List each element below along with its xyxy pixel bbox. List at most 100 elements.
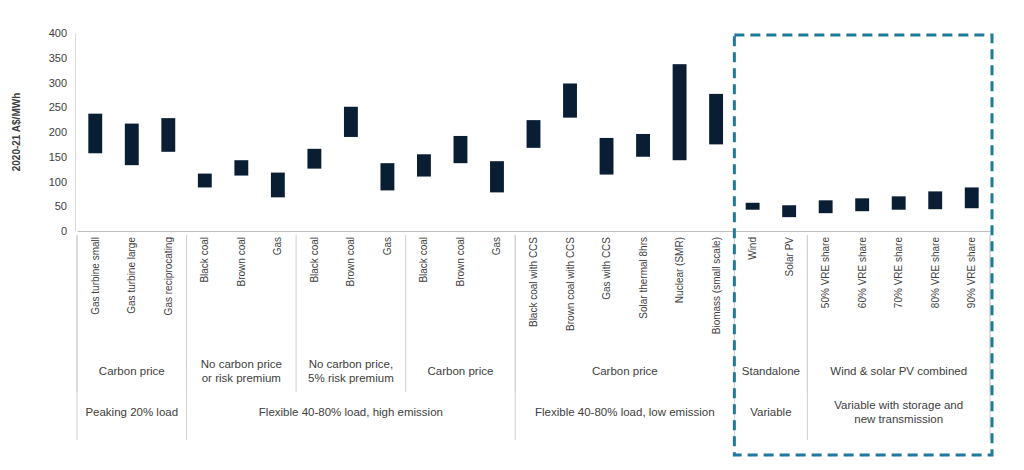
group-label: Wind & solar PV combined: [830, 365, 967, 377]
x-tick-label: Solar PV: [784, 237, 795, 277]
x-tick: Solar thermal 8hrs: [638, 231, 649, 319]
x-tick: Gas: [272, 231, 283, 255]
bar: [709, 94, 723, 144]
group-separator: [807, 235, 808, 440]
x-tick-label: Brown coal: [236, 237, 247, 286]
x-tick-label: Wind: [747, 237, 758, 260]
y-tick-label: 50: [55, 200, 67, 212]
group-label: Carbon price: [592, 365, 658, 377]
bar: [234, 160, 248, 175]
y-tick-label: 150: [49, 151, 67, 163]
y-tick-label: 100: [49, 176, 67, 188]
x-tick: Solar PV: [784, 231, 795, 276]
y-tick-label: 200: [49, 126, 67, 138]
bar: [527, 120, 541, 148]
group-label: Flexible 40-80% load, low emission: [535, 406, 715, 418]
group-separator: [515, 235, 516, 440]
x-tick-label: Brown coal: [345, 237, 356, 286]
x-tick-label: Brown coal: [455, 237, 466, 286]
y-tick: 50: [55, 200, 75, 212]
x-tick-label: Gas turbine small: [90, 237, 101, 315]
y-tick-label: 400: [49, 27, 67, 39]
x-tick: Biomass (small scale): [711, 231, 722, 334]
group-label: Carbon price: [428, 365, 494, 377]
group-separator: [77, 235, 78, 440]
x-tick: Black coal: [418, 231, 429, 283]
group-label: Variable: [750, 406, 791, 418]
y-tick-label: 0: [61, 225, 67, 237]
x-tick-label: Biomass (small scale): [711, 237, 722, 334]
bar: [88, 114, 102, 154]
x-tick: Black coal with CCS: [528, 231, 539, 327]
group-label: No carbon price,: [309, 358, 393, 370]
bar: [490, 161, 504, 192]
x-tick: Brown coal with CCS: [565, 231, 576, 331]
x-tick: Gas with CCS: [601, 231, 612, 300]
y-tick: 200: [49, 126, 75, 138]
y-tick: 0: [61, 225, 75, 237]
x-tick-label: Brown coal with CCS: [565, 237, 576, 331]
bar: [819, 200, 833, 213]
group-label: or risk premium: [202, 372, 281, 384]
bar: [782, 205, 796, 217]
x-tick: Black coal: [309, 231, 320, 283]
x-tick-label: Gas turbine large: [126, 237, 137, 314]
x-tick-label: Gas: [272, 237, 283, 255]
y-tick: 350: [49, 52, 75, 64]
y-tick: 300: [49, 77, 75, 89]
group-label: Peaking 20% load: [85, 406, 178, 418]
x-tick: 50% VRE share: [820, 231, 831, 308]
bar: [271, 173, 285, 198]
group-separator: [296, 235, 297, 392]
x-tick: 60% VRE share: [857, 231, 868, 308]
bar: [600, 138, 614, 175]
y-tick-label: 250: [49, 101, 67, 113]
highlight-box: [734, 35, 992, 455]
x-tick: Gas reciprocating: [163, 231, 174, 315]
y-tick: 100: [49, 176, 75, 188]
y-axis-title: 2020-21 A$/MWh: [11, 93, 22, 172]
bar: [855, 198, 869, 211]
x-tick: Gas turbine small: [90, 231, 101, 315]
y-tick-label: 300: [49, 77, 67, 89]
x-tick: Wind: [747, 231, 758, 260]
bar: [125, 124, 139, 166]
y-axis: 0 50 100 150 200 250 300 350 400: [49, 27, 76, 237]
x-tick: Nuclear (SMR): [674, 231, 685, 303]
bars: [88, 64, 978, 217]
x-tick-label: 50% VRE share: [820, 237, 831, 309]
group-separator: [186, 235, 187, 440]
group-label: 5% risk premium: [308, 372, 394, 384]
y-tick: 400: [49, 27, 75, 39]
bar: [563, 83, 577, 117]
x-tick-label: Black coal: [199, 237, 210, 283]
bar: [673, 64, 687, 160]
group-label: No carbon price: [201, 358, 282, 370]
x-tick-label: 90% VRE share: [966, 237, 977, 309]
x-tick: Black coal: [199, 231, 210, 283]
bar: [198, 174, 212, 188]
x-tick: 80% VRE share: [930, 231, 941, 308]
x-tick: Gas: [491, 231, 502, 255]
x-tick: Brown coal: [455, 231, 466, 286]
x-tick-label: Black coal: [309, 237, 320, 283]
x-tick: Brown coal: [236, 231, 247, 286]
x-tick: Gas: [382, 231, 393, 255]
x-tick-label: Gas with CCS: [601, 237, 612, 300]
bar: [892, 196, 906, 209]
group-label: new transmission: [854, 413, 943, 425]
bar: [746, 203, 760, 210]
group-label: Standalone: [742, 365, 800, 377]
x-tick-label: Gas reciprocating: [163, 237, 174, 315]
x-tick: 90% VRE share: [966, 231, 977, 308]
y-tick: 150: [49, 151, 75, 163]
group-separator: [405, 235, 406, 392]
bar: [307, 149, 321, 169]
x-tick-label: Solar thermal 8hrs: [638, 237, 649, 319]
bar: [161, 118, 175, 152]
bar: [965, 187, 979, 208]
x-tick-label: 70% VRE share: [893, 237, 904, 309]
x-tick-label: 60% VRE share: [857, 237, 868, 309]
x-tick: Brown coal: [345, 231, 356, 286]
bar: [454, 136, 468, 163]
